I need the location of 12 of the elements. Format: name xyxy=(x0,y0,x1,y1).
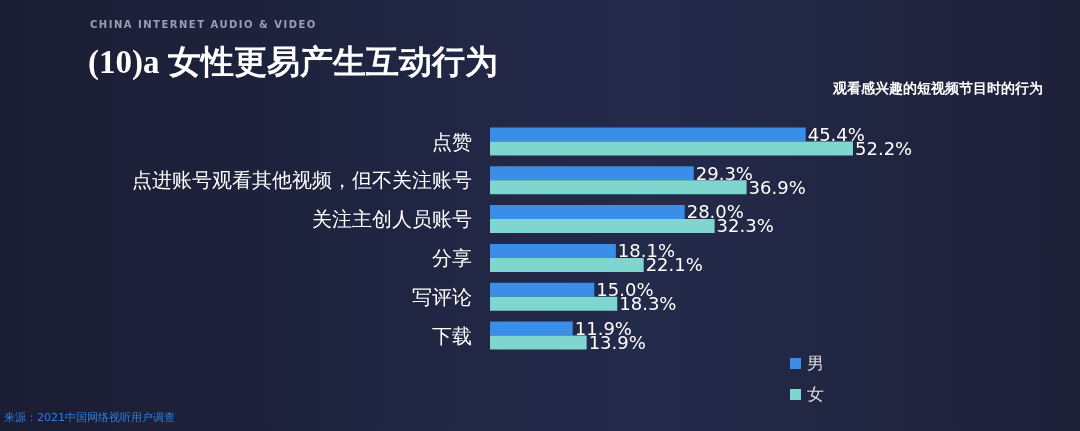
text: 观看感兴趣的短视频节目时的行为 xyxy=(833,80,1043,98)
chart-title: (10)a 女性更易产生互动行为 xyxy=(88,43,498,82)
y-tick-label: 下载 xyxy=(432,323,472,348)
text: CHINA INTERNET AUDIO & VIDEO xyxy=(90,19,317,30)
y-tick-label: 点进账号观看其他视频，但不关注账号 xyxy=(132,168,472,193)
y-tick-label: 写评论 xyxy=(412,284,472,309)
y-tick-label: 关注主创人员账号 xyxy=(312,207,472,232)
legend-label: 女 xyxy=(806,383,825,406)
y-tick-label: 点赞 xyxy=(432,129,472,154)
source-note: 来源：2021中国网络视听用户调查 xyxy=(4,410,175,425)
y-tick-label: 分享 xyxy=(432,246,472,271)
legend-label: 男 xyxy=(806,352,825,375)
